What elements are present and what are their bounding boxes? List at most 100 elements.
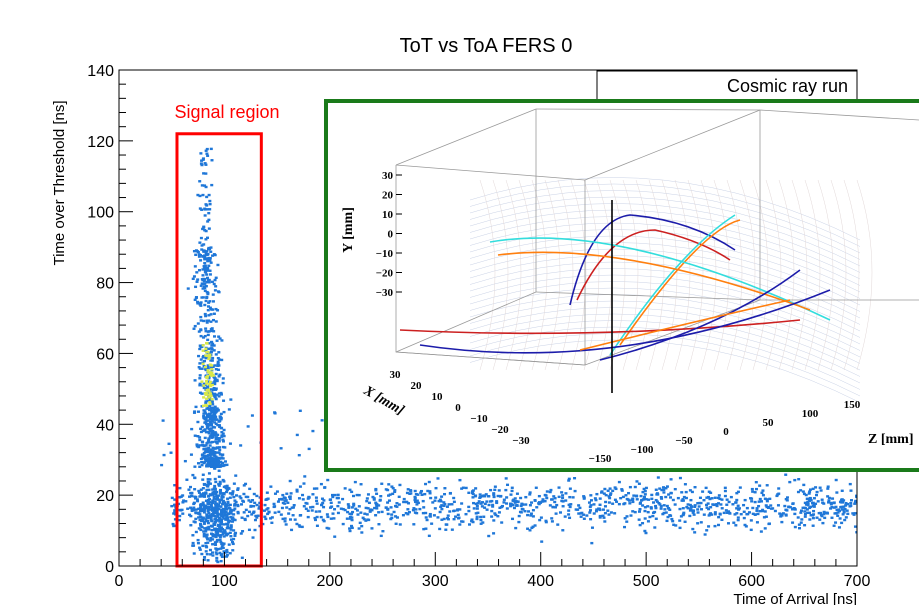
data-point [613, 486, 617, 489]
mesh-line [469, 320, 861, 384]
mesh-line [713, 179, 730, 371]
data-point [715, 504, 719, 508]
data-point [593, 497, 597, 500]
data-point [424, 511, 428, 515]
data-point [475, 504, 479, 508]
data-point [215, 556, 219, 560]
data-point [203, 214, 207, 217]
data-point [173, 484, 177, 487]
inset-z-tick-label: −50 [675, 435, 693, 447]
data-point [604, 493, 608, 497]
data-point [198, 347, 202, 351]
data-point [203, 417, 207, 421]
data-point [194, 517, 198, 521]
data-point [722, 511, 726, 515]
data-point [433, 507, 437, 510]
data-point [251, 536, 255, 539]
data-point [620, 488, 624, 491]
data-point [306, 497, 310, 500]
data-point [812, 497, 816, 500]
data-point [202, 279, 206, 283]
data-point [177, 502, 181, 506]
data-point [198, 374, 202, 377]
inset-x-tick-label: −30 [512, 435, 530, 447]
data-point [800, 518, 804, 521]
data-point [812, 509, 816, 513]
data-point [173, 524, 177, 527]
data-point [205, 389, 209, 392]
data-point [720, 518, 724, 522]
data-point [215, 548, 219, 551]
data-point [193, 434, 197, 437]
y-tick-label: 0 [105, 559, 114, 576]
data-point [329, 517, 333, 520]
data-point [205, 488, 209, 492]
data-point [207, 211, 211, 215]
data-point [210, 398, 214, 401]
data-point [216, 362, 220, 365]
data-point [197, 330, 201, 333]
data-point [212, 386, 216, 390]
data-point [206, 364, 210, 367]
data-point [386, 501, 390, 504]
data-point [665, 485, 669, 488]
data-point [654, 517, 658, 520]
data-point [573, 489, 577, 493]
data-point [725, 511, 729, 515]
data-point [500, 521, 504, 524]
data-point [204, 387, 208, 390]
data-point [380, 482, 384, 485]
data-point [203, 208, 207, 211]
data-point [619, 496, 623, 500]
data-point [192, 508, 196, 512]
data-point [643, 489, 647, 493]
data-point [803, 524, 807, 527]
data-point [844, 501, 848, 505]
data-point [201, 268, 205, 271]
data-point [558, 511, 562, 514]
data-point [264, 517, 268, 521]
data-point [200, 453, 204, 457]
mesh-line [830, 179, 847, 371]
data-point [568, 495, 572, 499]
data-point [236, 488, 240, 491]
data-point [220, 453, 224, 457]
data-point [195, 498, 199, 501]
data-point [231, 549, 235, 552]
data-point [215, 552, 219, 556]
data-point [212, 523, 216, 526]
data-point [218, 425, 222, 429]
data-point [198, 194, 202, 198]
data-point [492, 495, 496, 499]
data-point [218, 491, 222, 494]
data-point [668, 514, 672, 517]
data-point [258, 506, 262, 510]
data-point [282, 496, 286, 499]
data-point [218, 527, 222, 530]
data-point [217, 364, 221, 367]
data-point [533, 499, 537, 502]
data-point [221, 440, 225, 443]
data-point [784, 513, 788, 516]
data-point [211, 425, 215, 429]
data-point [207, 342, 211, 345]
data-point [217, 375, 221, 378]
data-point [215, 509, 219, 513]
data-point [203, 254, 207, 257]
data-point [205, 513, 209, 516]
data-point [209, 388, 213, 391]
data-point [713, 511, 717, 514]
data-point [556, 523, 560, 526]
data-point [611, 502, 615, 505]
data-point [635, 494, 639, 497]
data-point [504, 477, 508, 480]
data-point [414, 493, 418, 496]
data-point [233, 499, 237, 502]
mesh-line [752, 179, 769, 371]
data-point [390, 516, 394, 519]
data-point [210, 340, 214, 344]
data-point [523, 510, 527, 513]
data-point [693, 486, 697, 489]
data-point [196, 302, 200, 305]
